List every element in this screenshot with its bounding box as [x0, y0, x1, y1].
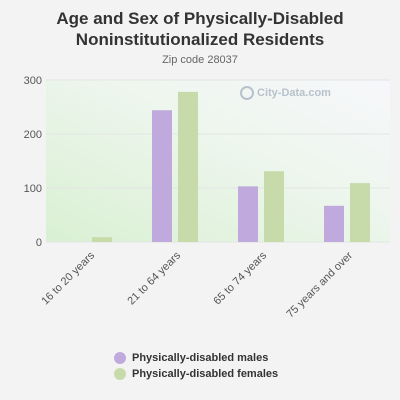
search-icon	[240, 86, 254, 100]
y-tick-label: 100	[24, 183, 42, 195]
bar-females-0	[92, 237, 112, 242]
bar-females-3	[350, 183, 370, 242]
bar-males-3	[324, 205, 344, 242]
y-tick-label: 300	[24, 75, 42, 87]
legend-item-males: Physically-disabled males	[114, 350, 278, 366]
watermark-text: City-Data.com	[257, 87, 331, 99]
legend-swatch-females	[114, 368, 126, 380]
legend: Physically-disabled males Physically-dis…	[114, 350, 278, 382]
x-tick-label: 65 to 74 years	[211, 249, 269, 307]
legend-item-females: Physically-disabled females	[114, 366, 278, 382]
bar-females-1	[178, 91, 198, 242]
chart-title: Age and Sex of Physically-Disabled Nonin…	[56, 9, 344, 49]
legend-label-males: Physically-disabled males	[132, 352, 269, 364]
y-tick-label: 0	[36, 237, 42, 249]
bar-males-1	[152, 110, 172, 243]
x-tick-label: 75 years and over	[284, 249, 355, 320]
legend-label-females: Physically-disabled females	[132, 368, 279, 380]
chart-subtitle: Zip code 28037	[162, 54, 238, 66]
bar-females-2	[264, 171, 284, 242]
bar-males-2	[238, 186, 258, 242]
watermark: City-Data.com	[240, 86, 331, 100]
y-tick-label: 200	[24, 129, 42, 141]
x-tick-label: 21 to 64 years	[125, 249, 183, 307]
legend-swatch-males	[114, 352, 126, 364]
x-tick-label: 16 to 20 years	[39, 249, 97, 307]
